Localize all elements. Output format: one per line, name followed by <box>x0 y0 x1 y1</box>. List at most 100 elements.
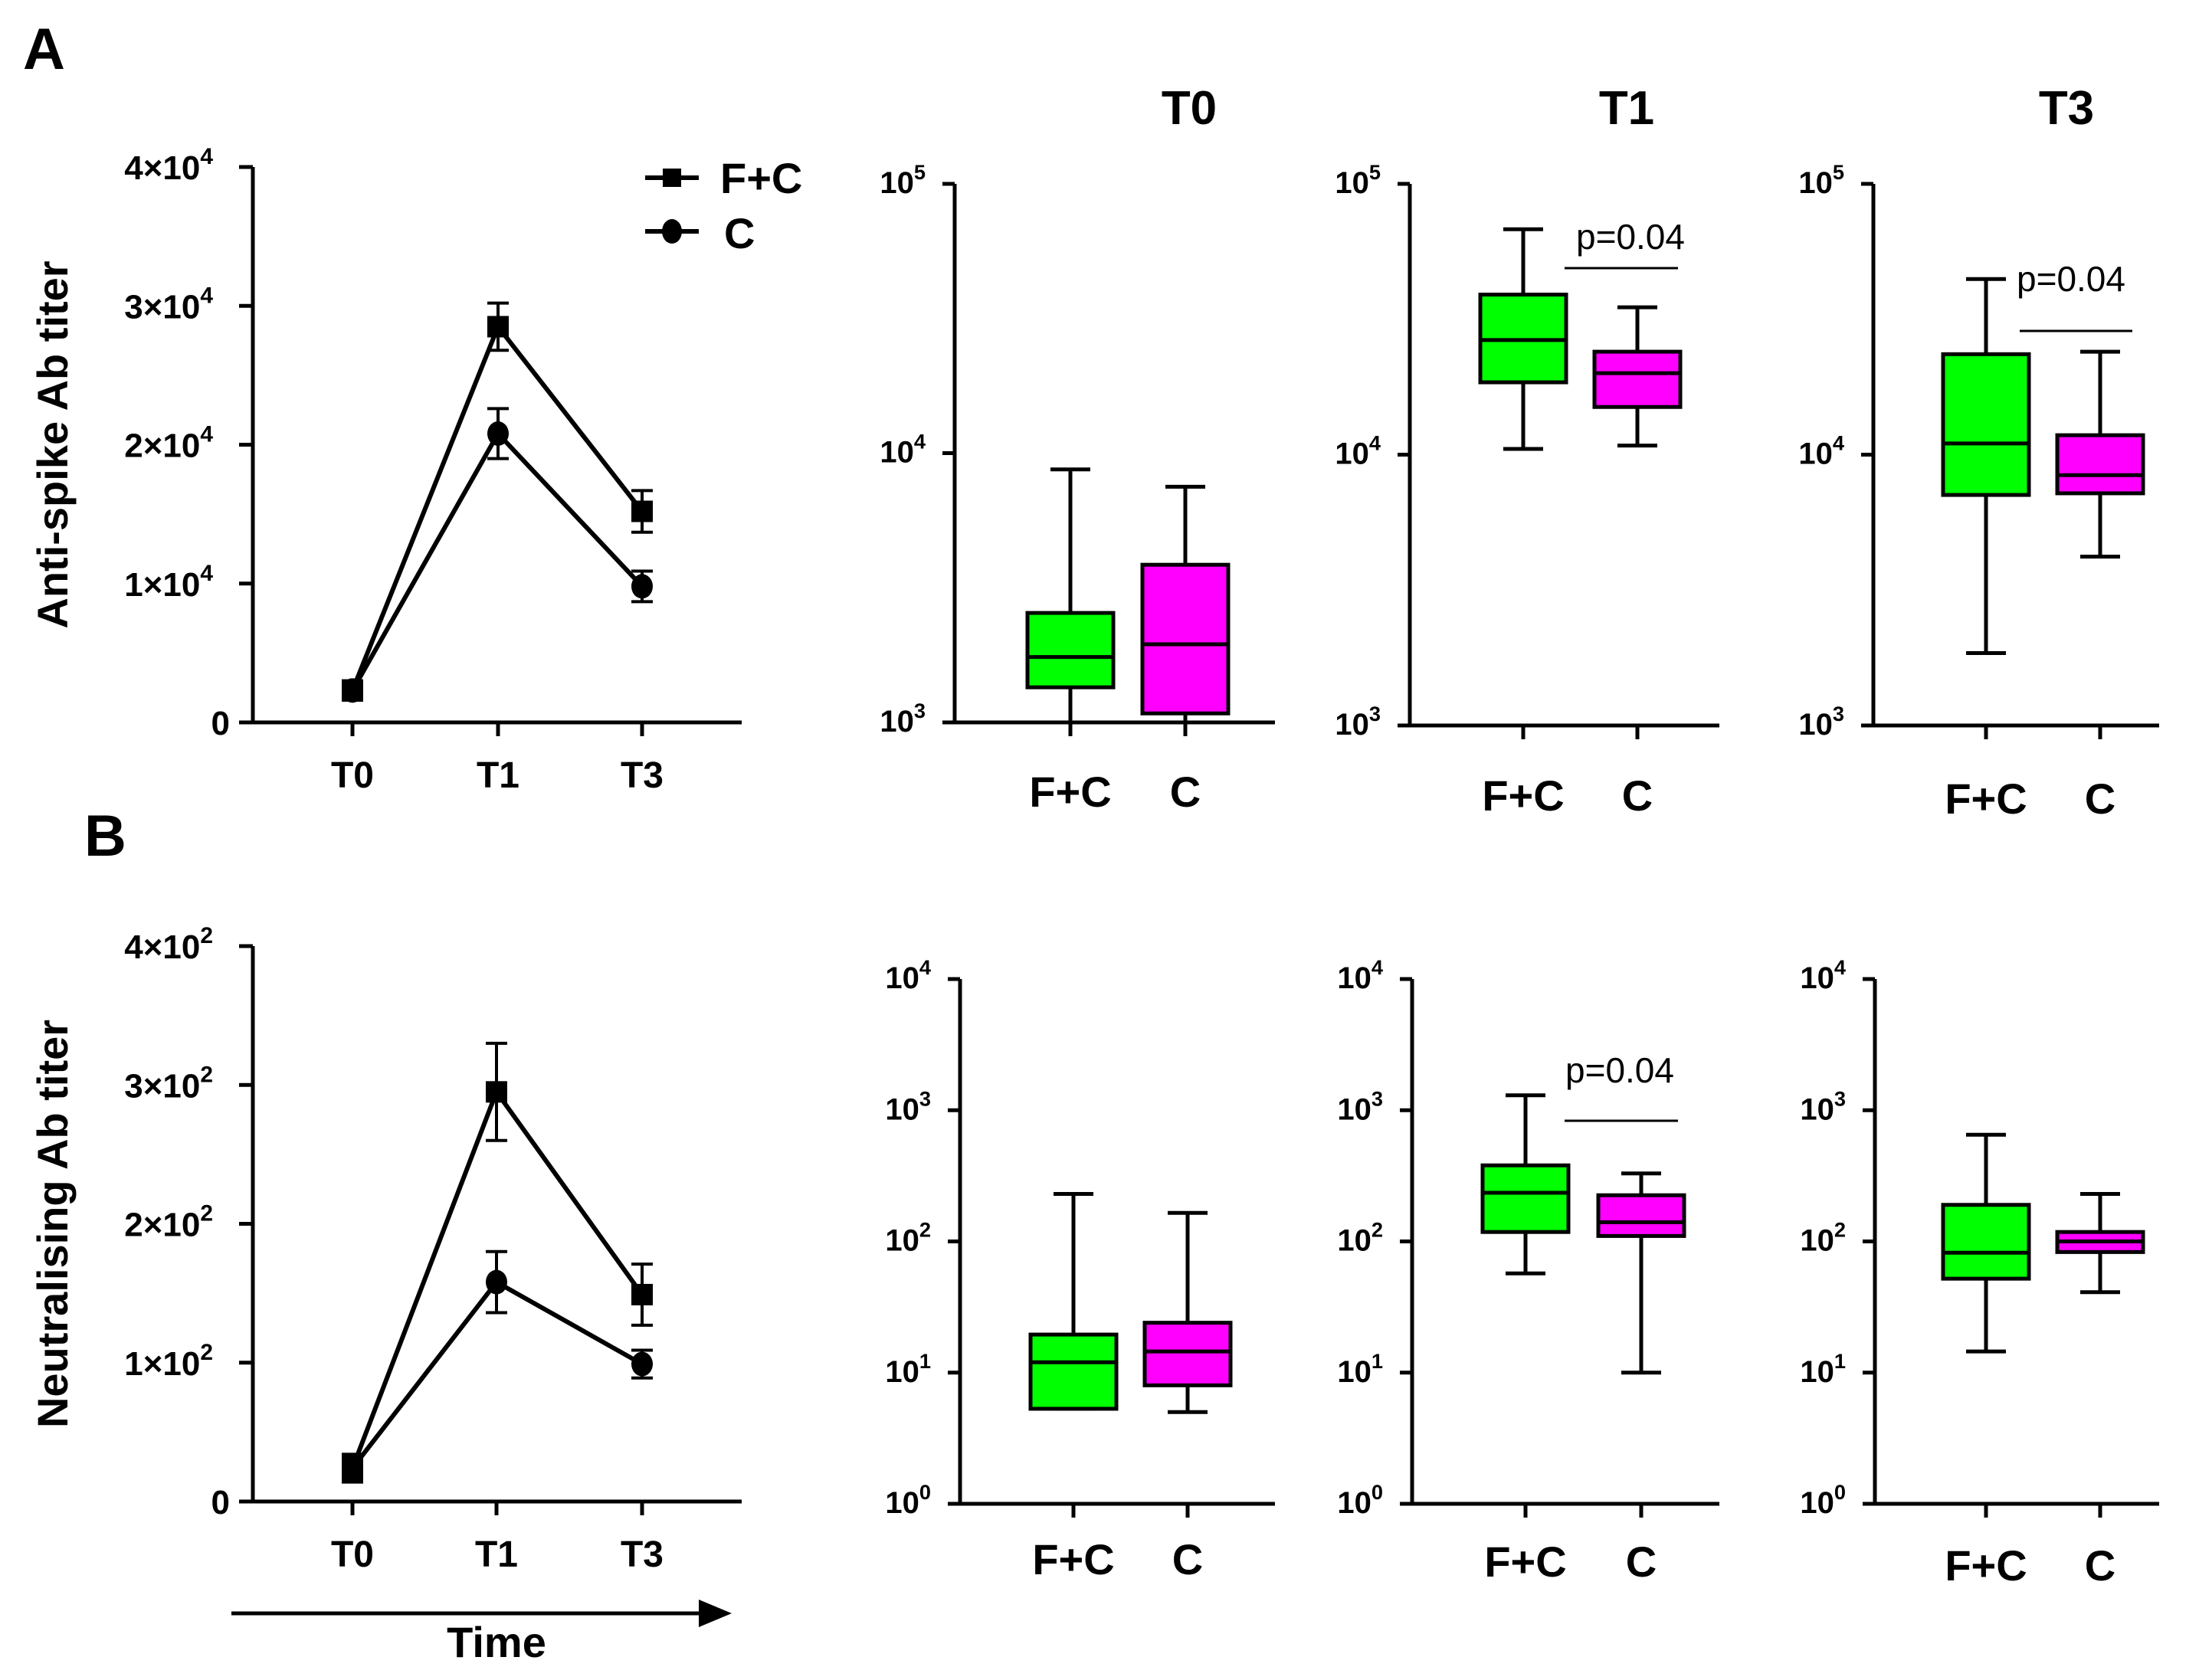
y-tick-label: 2×102 <box>124 1201 213 1244</box>
chart-b-line: 0 1×102 2×102 3×102 4×102 T0 T1 T3 Neutralising … <box>28 923 742 1575</box>
y-tick-label-exponent: 5 <box>914 160 926 184</box>
y-tick-label-exponent: 4 <box>914 430 926 454</box>
x-tick-label: F+C <box>1484 1538 1566 1586</box>
data-point-circle <box>487 421 509 446</box>
y-tick-label-exponent: 1 <box>1834 1349 1846 1373</box>
data-point-circle <box>631 574 653 599</box>
time-arrow: Time <box>231 1600 732 1666</box>
legend-fc-square-icon <box>663 169 681 187</box>
column-title-t3: T3 <box>2039 82 2094 135</box>
data-point-circle <box>342 678 363 703</box>
box-c <box>1140 562 1231 716</box>
y-tick-label: 104 <box>1335 431 1381 471</box>
significance-label: p=0.04 <box>1565 1050 1674 1090</box>
y-tick-label-exponent: 4 <box>1369 431 1381 455</box>
y-tick-label: 103 <box>1798 702 1844 742</box>
y-tick-label-exponent: 4 <box>200 144 213 169</box>
x-tick-label: T1 <box>475 1534 518 1575</box>
y-tick-label: 105 <box>880 160 926 200</box>
y-tick-label: 4×102 <box>124 923 213 966</box>
y-tick-label: 103 <box>1335 702 1381 742</box>
y-tick-label: 102 <box>1337 1218 1383 1258</box>
x-tick-label: T0 <box>331 755 374 796</box>
box-c <box>1142 1321 1233 1387</box>
data-point-square <box>486 1081 507 1103</box>
y-tick-label-exponent: 0 <box>1372 1480 1383 1504</box>
y-tick-label: 103 <box>885 1086 931 1126</box>
box-c <box>1596 1193 1686 1238</box>
chart-a-box-t1: 103 104 105 F+C Cp=0.04 <box>1335 160 1719 820</box>
y-tick-label-exponent: 3 <box>914 699 926 722</box>
box-fc <box>1025 611 1116 689</box>
y-tick-label-exponent: 4 <box>200 422 213 447</box>
y-tick-label: 103 <box>1800 1086 1846 1126</box>
box-fc <box>1028 1332 1119 1411</box>
y-tick-label: 100 <box>1800 1480 1846 1520</box>
y-tick-label-exponent: 4 <box>200 283 213 308</box>
y-axis-label: Neutralising Ab titer <box>28 1020 77 1428</box>
x-tick-label: C <box>2085 1541 2115 1590</box>
x-tick-label: C <box>2085 775 2115 823</box>
column-title-t1: T1 <box>1599 82 1654 135</box>
x-tick-label: C <box>1170 768 1201 816</box>
box-fc <box>1941 352 2031 497</box>
y-tick-label-exponent: 1 <box>1372 1349 1383 1373</box>
y-tick-label-exponent: 4 <box>200 561 213 586</box>
y-tick-label-exponent: 0 <box>919 1480 931 1504</box>
y-tick-label: 105 <box>1335 160 1381 200</box>
box-fc <box>1480 1163 1571 1234</box>
panel-label-a: A <box>23 17 65 82</box>
y-tick-label-exponent: 2 <box>1372 1218 1383 1242</box>
chart-b-box-t3: 100 101 102 103 104 F+C C <box>1800 955 2159 1590</box>
legend-c-circle-icon <box>662 219 682 244</box>
y-tick-label-exponent: 5 <box>1369 160 1381 184</box>
y-tick-label: 105 <box>1798 160 1844 200</box>
y-tick-label: 103 <box>1337 1086 1383 1126</box>
y-tick-label-exponent: 3 <box>1372 1086 1383 1110</box>
column-title-t0: T0 <box>1162 82 1217 135</box>
significance-label: p=0.04 <box>1576 217 1685 257</box>
series-line-fc <box>350 322 644 692</box>
data-point-circle <box>486 1269 507 1295</box>
chart-a-box-t0: 103 104 105 F+C C <box>880 160 1275 816</box>
y-tick-label: 100 <box>885 1480 931 1520</box>
y-tick-label-exponent: 1 <box>919 1349 931 1373</box>
significance-label: p=0.04 <box>2017 259 2125 299</box>
y-tick-label-exponent: 2 <box>200 1062 213 1087</box>
y-tick-label-exponent: 2 <box>200 1340 213 1365</box>
time-axis-label: Time <box>447 1618 546 1666</box>
y-tick-label: 102 <box>1800 1218 1846 1258</box>
x-tick-label: F+C <box>1029 768 1111 816</box>
y-tick-label-exponent: 3 <box>1834 1086 1846 1110</box>
y-tick-label: 104 <box>880 430 926 470</box>
x-tick-label: F+C <box>1945 1541 2027 1590</box>
y-tick-label: 0 <box>211 705 230 742</box>
y-tick-label-exponent: 3 <box>1833 702 1844 725</box>
y-tick-label-exponent: 5 <box>1833 160 1844 184</box>
y-tick-label-exponent: 2 <box>1834 1218 1846 1242</box>
x-tick-label: T3 <box>621 1534 664 1575</box>
y-tick-label: 1×104 <box>124 561 213 604</box>
y-tick-label-exponent: 2 <box>200 1201 213 1226</box>
y-tick-label-exponent: 4 <box>1372 955 1383 979</box>
y-tick-label-exponent: 2 <box>200 923 213 948</box>
y-tick-label: 101 <box>1800 1349 1846 1389</box>
y-tick-label: 104 <box>1800 955 1846 995</box>
y-tick-label-exponent: 3 <box>919 1086 931 1110</box>
chart-a-line: 0 1×104 2×104 3×104 4×104 T0 T1 T3 Anti-spike Ab… <box>28 144 742 796</box>
y-tick-label: 1×102 <box>124 1340 213 1383</box>
x-tick-label: T1 <box>477 755 519 796</box>
data-point-circle <box>631 1351 653 1377</box>
series-line-c <box>350 429 644 692</box>
x-tick-label: F+C <box>1945 775 2027 823</box>
data-point-circle <box>342 1456 363 1481</box>
y-tick-label: 100 <box>1337 1480 1383 1520</box>
y-tick-label: 2×104 <box>124 422 213 465</box>
y-tick-label: 102 <box>885 1218 931 1258</box>
y-tick-label: 101 <box>885 1349 931 1389</box>
x-tick-label: C <box>1626 1538 1657 1586</box>
data-point-square <box>487 316 509 338</box>
legend-c-label: C <box>724 209 755 257</box>
x-tick-label: F+C <box>1032 1535 1114 1583</box>
